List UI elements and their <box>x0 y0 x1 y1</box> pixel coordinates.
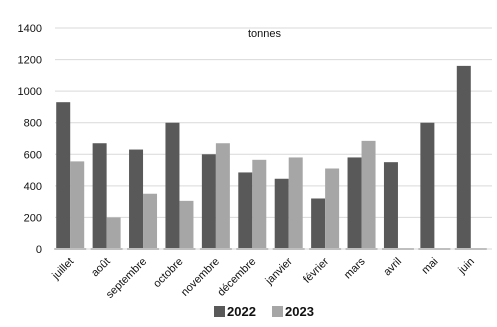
bar-2023-mars <box>361 140 376 249</box>
y-tick-label: 0 <box>36 244 42 256</box>
bar-2023-septembre <box>143 193 158 249</box>
bar-2022-octobre <box>165 122 180 249</box>
bar-2022-mars <box>347 157 362 249</box>
gridlines <box>55 27 492 250</box>
unit-label: tonnes <box>248 28 282 40</box>
x-tick-label: février <box>301 255 331 285</box>
y-tick-label: 1000 <box>18 86 42 98</box>
bar-2023-décembre <box>252 159 267 249</box>
y-tick-label: 1400 <box>18 23 42 35</box>
x-tick-label: octobre <box>151 256 185 290</box>
bar-2023-août <box>106 217 121 249</box>
y-tick-label: 1200 <box>18 55 42 67</box>
x-tick-label: mars <box>342 255 368 281</box>
bar-2022-juillet <box>56 102 71 249</box>
bar-2023-novembre <box>215 143 230 249</box>
x-tick-label: juillet <box>49 256 76 283</box>
bar-2023-octobre <box>179 200 194 249</box>
bar-2022-mai <box>420 122 435 249</box>
bar-2022-août <box>92 143 107 249</box>
x-tick-label: décembre <box>215 256 258 299</box>
x-tick-label: janvier <box>263 255 295 287</box>
bar-2022-décembre <box>238 172 253 249</box>
legend-label-2022: 2022 <box>227 304 256 319</box>
x-tick-label: mai <box>419 256 440 277</box>
legend-swatch-2023 <box>272 306 283 317</box>
bar-2022-avril <box>383 162 398 249</box>
y-axis-ticks: 0 200 400 600 800 1000 1200 1400 <box>18 23 42 256</box>
x-tick-label: juin <box>456 256 477 277</box>
legend-swatch-2022 <box>214 306 225 317</box>
bar-2023-juillet <box>70 161 85 249</box>
bar-2022-janvier <box>274 178 289 249</box>
y-tick-label: 800 <box>24 118 42 130</box>
y-tick-label: 400 <box>24 181 42 193</box>
x-tick-label: août <box>89 256 113 280</box>
legend: 2022 2023 <box>214 304 314 319</box>
legend-label-2023: 2023 <box>285 304 314 319</box>
y-tick-label: 200 <box>24 212 42 224</box>
x-tick-label: avril <box>381 256 404 279</box>
bar-2023-janvier <box>288 157 303 249</box>
bars <box>54 65 487 250</box>
x-tick-label: novembre <box>179 256 222 299</box>
bar-2022-juin <box>456 65 471 249</box>
bar-2023-février <box>325 168 340 249</box>
y-tick-label: 600 <box>24 149 42 161</box>
bar-2022-septembre <box>129 149 144 249</box>
bar-2022-février <box>311 198 326 249</box>
bar-2022-novembre <box>201 154 216 249</box>
